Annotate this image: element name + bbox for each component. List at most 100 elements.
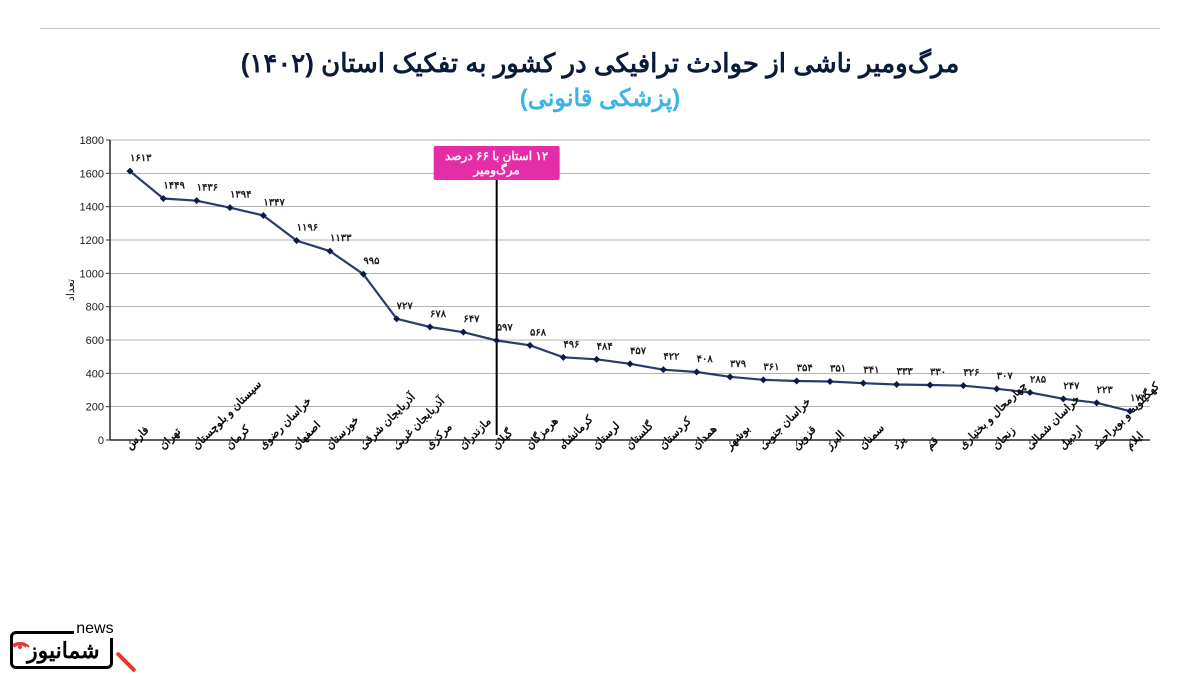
data-point (560, 354, 567, 361)
category-label: مرکزی (424, 421, 455, 452)
value-label: ۱۳۹۴ (230, 190, 251, 201)
logo-handle (115, 651, 136, 672)
value-label: ۹۹۵ (363, 256, 380, 267)
value-label: ۲۲۳ (1097, 385, 1114, 396)
category-label: کردستان (657, 415, 694, 452)
data-point (493, 337, 500, 344)
value-label: ۳۶۱ (763, 362, 779, 373)
value-label: ۷۲۷ (396, 301, 414, 312)
value-label: ۱۱۳۳ (330, 233, 352, 244)
data-point (227, 204, 234, 211)
category-label: اصفهان (290, 419, 323, 452)
category-label: قزوین (790, 424, 818, 452)
category-label: تهران (157, 426, 183, 452)
category-label: کرمان (224, 423, 253, 452)
svg-text:1000: 1000 (80, 268, 104, 280)
chart: 0 200 400 600 800 1000 1200 1400 1600 1800 تعداد ۱۶… (60, 130, 1160, 560)
category-label: یزد (890, 434, 908, 452)
value-label: ۳۵۴ (797, 363, 813, 374)
category-label: گلستان (622, 418, 656, 452)
value-label: ۱۴۴۹ (163, 181, 185, 192)
data-point (827, 378, 834, 385)
svg-text:1400: 1400 (80, 202, 104, 214)
chart-title: مرگ‌ومیر ناشی از حوادث ترافیکی در کشور ب… (0, 48, 1200, 79)
svg-text:0: 0 (98, 435, 104, 447)
category-label: زنجان (990, 425, 1018, 453)
category-label: هرمزگان (522, 413, 561, 452)
value-label: ۱۳۴۷ (263, 198, 285, 209)
value-label: ۳۳۰ (930, 367, 946, 378)
data-point (927, 382, 934, 389)
value-label: ۵۹۷ (497, 323, 514, 334)
data-point (460, 329, 467, 336)
svg-text:1600: 1600 (80, 168, 104, 180)
category-label: گیلان (489, 425, 516, 452)
category-label: مازندران (457, 415, 494, 452)
value-label: ۴۸۴ (597, 341, 613, 352)
data-point (893, 381, 900, 388)
value-label: ۶۴۷ (463, 314, 480, 325)
value-label: ۲۸۵ (1030, 375, 1047, 386)
category-label: سمنان (857, 422, 887, 452)
category-label: آذربایجان شرقی (356, 389, 419, 452)
data-point (660, 366, 667, 373)
callout-line2: مرگ‌ومیر (473, 162, 520, 178)
source-logo: شمانیوز news (10, 631, 143, 669)
logo-main: شمانیوز (27, 638, 100, 663)
value-label: ۵۶۸ (530, 327, 547, 338)
value-label: ۳۰۷ (997, 371, 1014, 382)
svg-text:400: 400 (86, 368, 104, 380)
value-label: ۴۵۷ (630, 346, 647, 357)
data-point (1027, 389, 1034, 396)
category-label: البرز (823, 429, 847, 453)
svg-text:200: 200 (86, 402, 104, 414)
data-point (627, 360, 634, 367)
category-label: لرستان (590, 420, 622, 452)
value-label: ۱۶۱۳ (130, 153, 152, 164)
data-point (593, 356, 600, 363)
value-label: ۴۲۲ (663, 352, 680, 363)
category-label: بوشهر (723, 423, 753, 453)
category-label: کرمانشاه (557, 413, 596, 452)
value-label: ۴۹۶ (563, 339, 579, 350)
data-point (793, 378, 800, 385)
value-label: ۳۲۶ (963, 368, 979, 379)
callout-line1: ۱۲ استان با ۶۶ درصد (445, 149, 549, 164)
data-point (727, 373, 734, 380)
value-label: ۱۷۳ (1130, 393, 1147, 404)
logo-text: شمانیوز news (10, 631, 113, 669)
svg-text:600: 600 (86, 335, 104, 347)
category-label: فارس (124, 424, 152, 452)
chart-subtitle: (پزشکی قانونی) (0, 84, 1200, 113)
value-label: ۱۱۹۶ (297, 223, 318, 234)
data-point (693, 369, 700, 376)
value-label: ۲۴۷ (1063, 381, 1080, 392)
svg-text:تعداد: تعداد (65, 279, 77, 301)
data-point (960, 382, 967, 389)
svg-text:1200: 1200 (80, 235, 104, 247)
category-label: قم (924, 435, 941, 452)
value-label: ۴۰۸ (697, 354, 714, 365)
data-point (860, 380, 867, 387)
logo-sub: news (74, 620, 115, 638)
data-point (1093, 399, 1100, 406)
data-point (193, 197, 200, 204)
data-point (527, 342, 534, 349)
category-label: ایلام (1124, 430, 1146, 452)
svg-text:800: 800 (86, 302, 104, 314)
data-point (993, 385, 1000, 392)
value-label: ۳۴۱ (863, 365, 879, 376)
category-label: همدان (690, 423, 719, 452)
value-label: ۳۵۱ (830, 364, 846, 375)
value-label: ۶۷۸ (430, 309, 447, 320)
value-label: ۳۳۳ (897, 367, 914, 378)
category-label: اردبیل (1057, 424, 1085, 452)
top-divider (40, 28, 1160, 29)
data-point (760, 376, 767, 383)
value-label: ۳۷۹ (730, 359, 747, 370)
category-label: خوزستان (324, 414, 362, 452)
chart-svg: 0 200 400 600 800 1000 1200 1400 1600 1800 تعداد ۱۶… (60, 130, 1160, 560)
svg-text:1800: 1800 (80, 135, 104, 147)
data-point (427, 324, 434, 331)
value-label: ۱۴۳۶ (197, 183, 218, 194)
